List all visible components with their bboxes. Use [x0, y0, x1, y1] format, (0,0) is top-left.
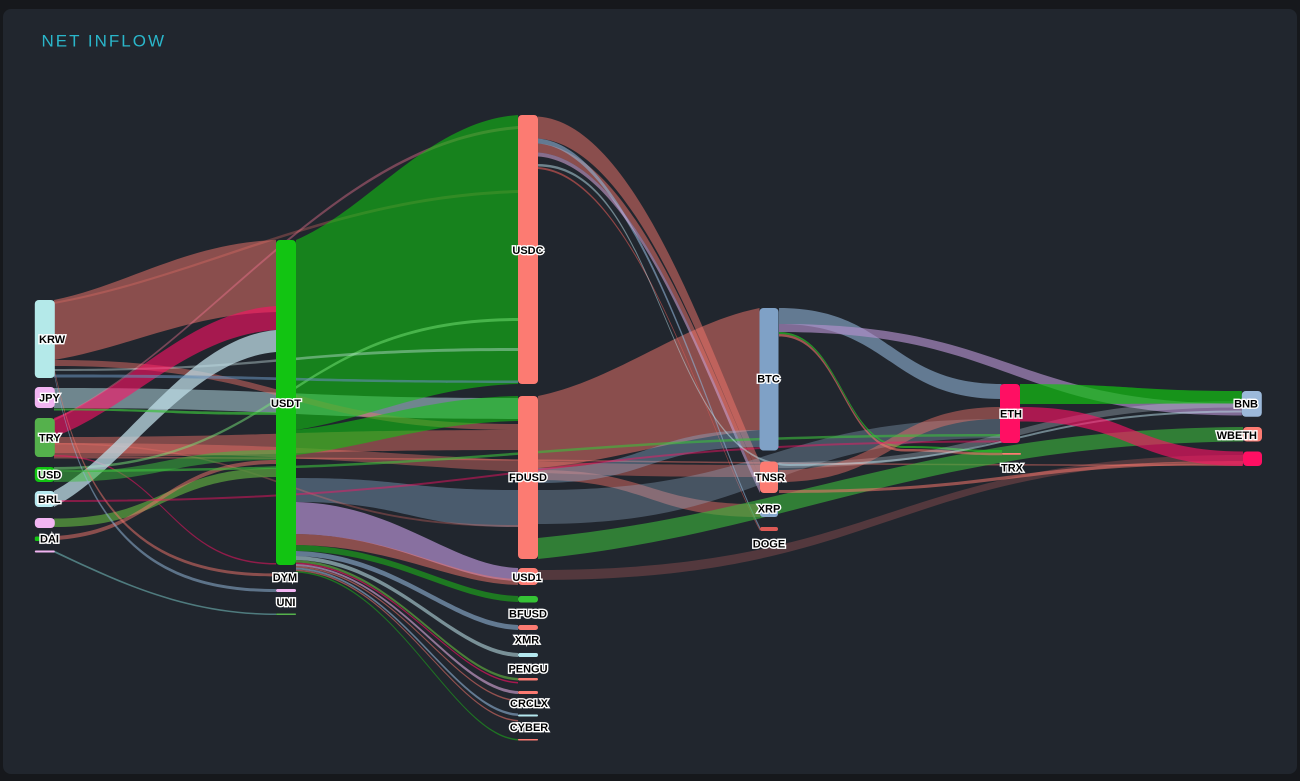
svg-text:NET INFLOW: NET INFLOW [42, 32, 167, 51]
svg-text:ETH: ETH [1000, 409, 1022, 421]
svg-text:TRY: TRY [39, 433, 61, 445]
svg-text:BNB: BNB [1234, 399, 1258, 411]
svg-text:UNI: UNI [277, 597, 296, 609]
svg-text:DOGE: DOGE [753, 539, 785, 551]
svg-text:XRP: XRP [758, 504, 781, 516]
svg-text:BTC: BTC [757, 374, 780, 386]
svg-text:FDUSD: FDUSD [509, 472, 547, 484]
svg-text:USD: USD [38, 470, 61, 482]
svg-text:USD1: USD1 [512, 572, 541, 584]
svg-text:USDT: USDT [271, 398, 301, 410]
svg-text:TNSR: TNSR [755, 472, 785, 484]
svg-text:TRX: TRX [1001, 463, 1024, 475]
svg-text:BFUSD: BFUSD [509, 609, 547, 621]
svg-text:JPY: JPY [39, 393, 60, 405]
svg-text:DAI: DAI [40, 534, 59, 546]
svg-text:DYM: DYM [273, 572, 297, 584]
svg-text:USDC: USDC [512, 245, 543, 257]
svg-text:WBETH: WBETH [1217, 430, 1257, 442]
svg-text:PENGU: PENGU [508, 664, 547, 676]
svg-text:CYBER: CYBER [510, 722, 549, 734]
svg-text:BRL: BRL [38, 494, 61, 506]
svg-text:CRCLX: CRCLX [510, 698, 549, 710]
svg-text:KRW: KRW [39, 334, 66, 346]
svg-text:XMR: XMR [515, 635, 540, 647]
